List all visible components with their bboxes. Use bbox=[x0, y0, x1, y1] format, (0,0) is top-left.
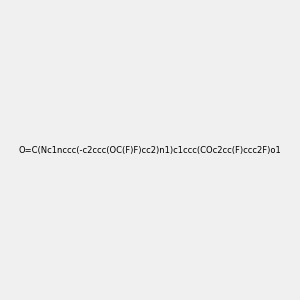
Text: O=C(Nc1nccc(-c2ccc(OC(F)F)cc2)n1)c1ccc(COc2cc(F)ccc2F)o1: O=C(Nc1nccc(-c2ccc(OC(F)F)cc2)n1)c1ccc(C… bbox=[19, 146, 281, 154]
